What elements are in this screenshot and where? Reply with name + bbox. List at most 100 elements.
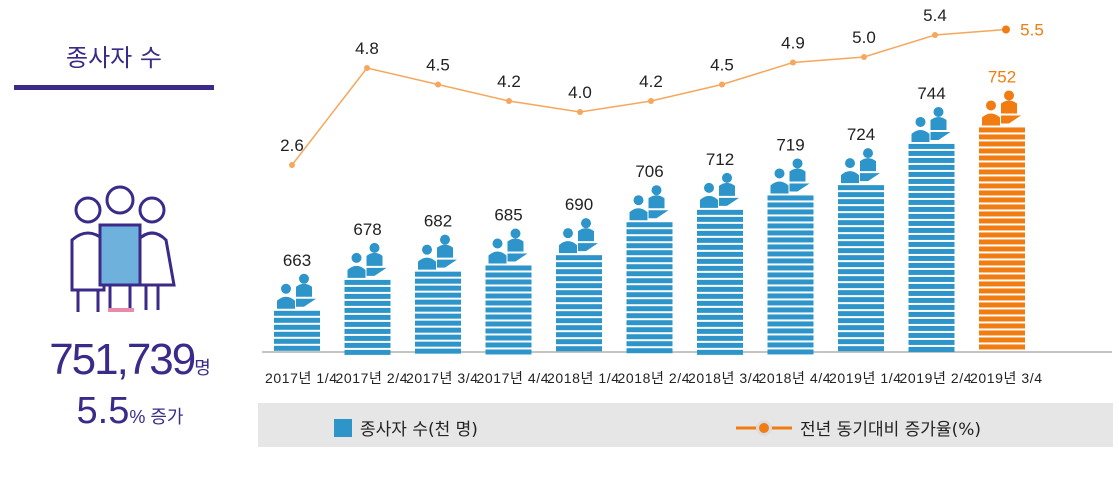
bar-stripe <box>838 199 884 205</box>
bar-value-label: 752 <box>988 67 1016 86</box>
bar-stripe <box>415 306 461 312</box>
growth-point <box>435 81 441 88</box>
bar-stripe <box>415 327 461 333</box>
bar-stripe <box>344 321 391 327</box>
bar-stripe <box>626 292 673 298</box>
bar-stripe <box>697 209 743 215</box>
worker-body-icon <box>770 181 789 194</box>
bar-stripe <box>767 251 814 257</box>
bar-stripe <box>908 290 955 296</box>
bar-stripe <box>415 313 461 319</box>
worker-head-icon <box>440 234 450 245</box>
bar-stripe <box>979 155 1025 161</box>
bar-stripe <box>838 220 884 226</box>
bar-stripe <box>979 309 1025 315</box>
bar-stripe <box>556 318 602 324</box>
x-tick-label: 2017년 4/4 <box>477 370 549 386</box>
bar-stripe <box>979 295 1025 301</box>
bar-stripe <box>979 260 1025 266</box>
growth-rate: 5.5% 증가 <box>0 390 260 433</box>
bar-stripe <box>767 209 814 215</box>
desk-icon <box>1001 115 1021 124</box>
bar-stripe <box>697 237 743 243</box>
bar-stripe <box>415 271 461 277</box>
worker-body-icon <box>648 195 665 209</box>
bar-stripe <box>979 148 1025 154</box>
bar-stripe <box>838 234 884 240</box>
bar-stripe <box>767 265 814 271</box>
legend-bar-label: 종사자 수(천 명) <box>360 420 478 440</box>
worker-body-icon <box>559 241 577 254</box>
worker-head-icon <box>299 273 309 284</box>
x-tick-label: 2017년 1/4 <box>265 370 337 386</box>
bar-stripe <box>908 164 955 170</box>
bar-stripe <box>274 310 320 316</box>
bar-stripe <box>979 246 1025 252</box>
bar-stripe <box>979 337 1025 343</box>
bar-stripe <box>556 304 602 310</box>
growth-value-label: 4.8 <box>355 39 379 58</box>
bar-stripe <box>556 255 602 261</box>
desk-icon <box>648 210 669 219</box>
bar-stripe <box>908 157 955 163</box>
bar-stripe <box>908 234 955 240</box>
bar-stripe <box>626 264 673 270</box>
bar-stripe <box>908 297 955 303</box>
bar-stripe <box>697 335 743 341</box>
bar-stripe <box>697 349 743 355</box>
bar-stripe <box>908 332 955 338</box>
growth-point <box>648 98 654 104</box>
bar-stripe <box>767 300 814 306</box>
bar-stripe <box>767 279 814 285</box>
bar-stripe <box>767 237 814 243</box>
bar-value-label: 719 <box>776 135 804 154</box>
desk-icon <box>719 197 739 206</box>
bar-stripe <box>697 230 743 236</box>
bar-stripe <box>979 288 1025 294</box>
worker-head-icon <box>986 100 996 111</box>
worker-body-icon <box>911 129 930 142</box>
bar-stripe <box>908 255 955 261</box>
growth-value-label: 4.5 <box>710 56 734 75</box>
bar-stripe <box>979 281 1025 287</box>
bar-stripe <box>908 192 955 198</box>
x-tick-label: 2017년 3/4 <box>406 370 478 386</box>
worker-head-icon <box>915 116 926 127</box>
worker-body-icon <box>860 158 876 172</box>
bar-stripe <box>838 185 884 191</box>
legend: 종사자 수(천 명) 전년 동기대비 증가율(%) <box>258 403 1113 447</box>
bar-stripe <box>767 244 814 250</box>
bar-stripe <box>838 290 884 296</box>
bar-stripe <box>908 241 955 247</box>
bar-stripe <box>838 255 884 261</box>
worker-head-icon <box>651 185 662 196</box>
bar-stripe <box>626 306 673 312</box>
bar-stripe <box>344 328 391 334</box>
bar-stripe <box>908 143 955 149</box>
bar-stripe <box>979 225 1025 231</box>
bar-stripe <box>767 335 814 341</box>
bar-stripe <box>556 311 602 317</box>
bar-value-label: 678 <box>353 220 381 239</box>
bar-value-label: 706 <box>635 162 663 181</box>
desk-icon <box>296 298 316 307</box>
bar-stripe <box>415 320 461 326</box>
total-count: 751,739명 <box>0 335 260 385</box>
bar-stripe <box>979 302 1025 308</box>
bar-stripe <box>908 227 955 233</box>
bar-swatch <box>334 418 352 437</box>
rate-unit: % 증가 <box>129 407 184 427</box>
growth-point <box>719 81 725 88</box>
bar-value-label: 663 <box>283 251 311 270</box>
bar-value-label: 744 <box>917 84 945 103</box>
bar-stripe <box>415 299 461 305</box>
bar-stripe <box>767 321 814 327</box>
bar-stripe <box>697 342 743 348</box>
bar-stripe <box>979 169 1025 175</box>
bar-stripe <box>626 222 673 228</box>
bar-stripe <box>908 304 955 310</box>
bar-stripe <box>838 248 884 254</box>
bar-stripe <box>767 349 814 355</box>
growth-point <box>1002 25 1010 34</box>
bar-stripe <box>626 271 673 277</box>
